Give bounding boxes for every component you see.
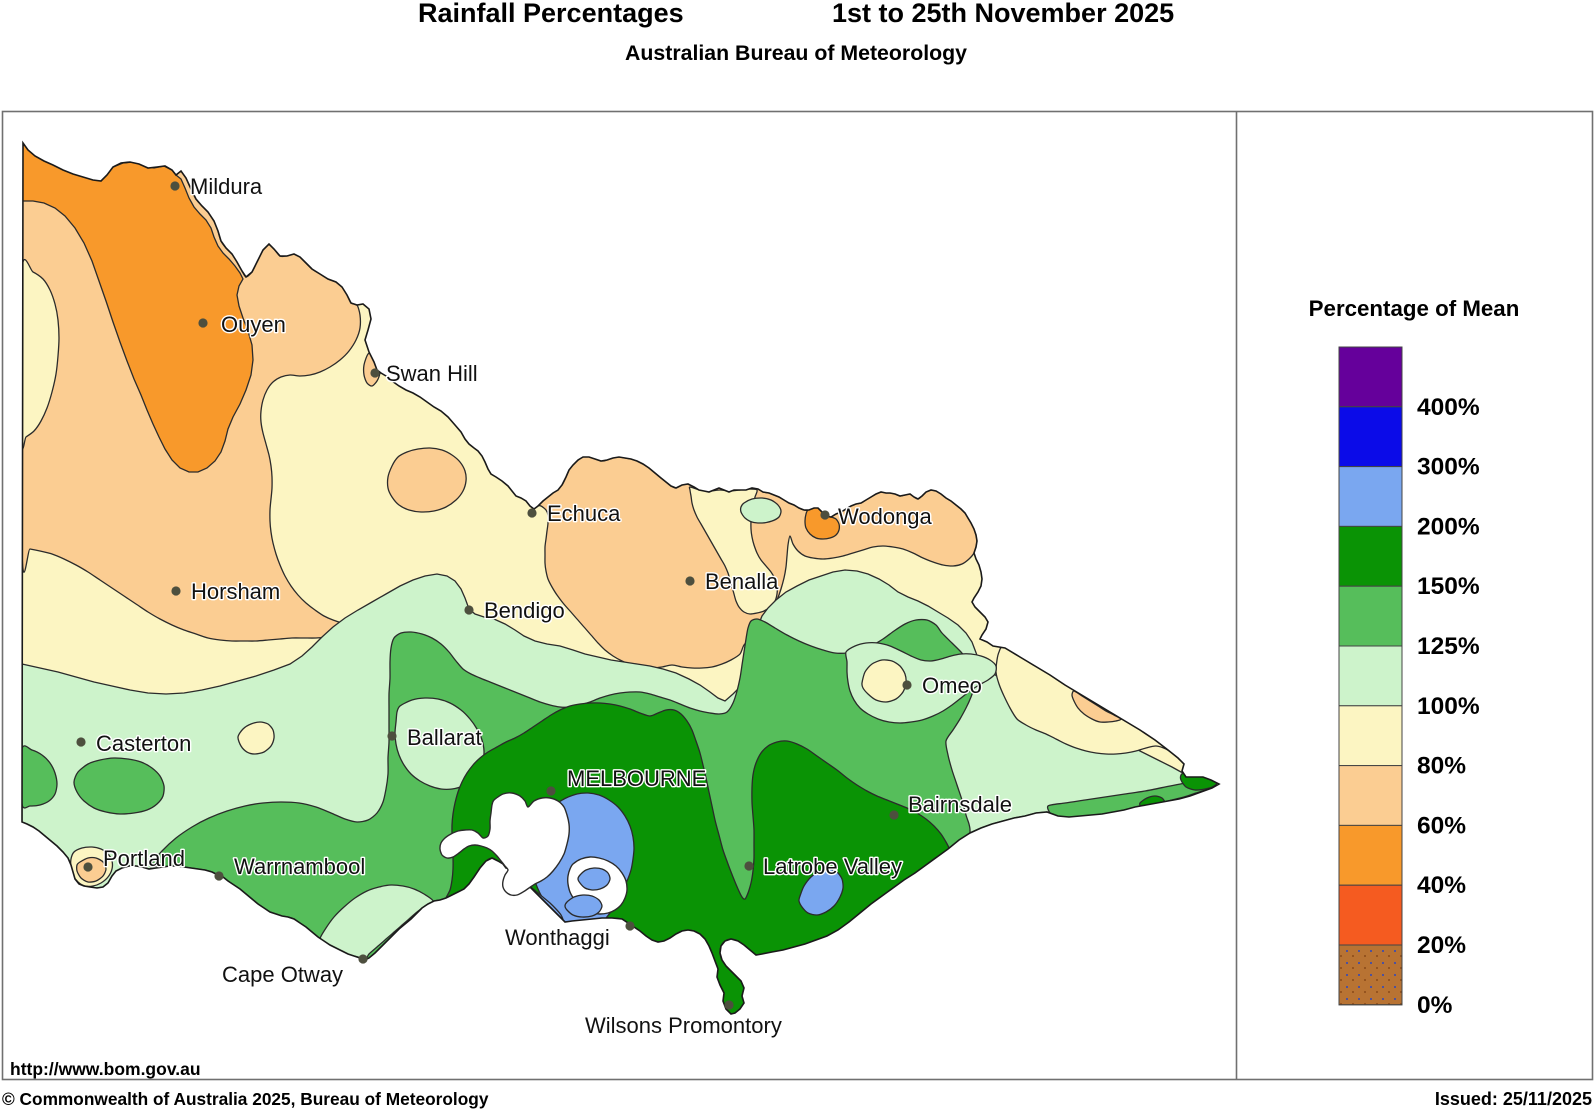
svg-text:Echuca: Echuca <box>547 501 621 526</box>
svg-text:Bairnsdale: Bairnsdale <box>908 792 1012 817</box>
svg-text:300%: 300% <box>1417 454 1480 481</box>
svg-text:Latrobe Valley: Latrobe Valley <box>763 854 902 879</box>
svg-text:Horsham: Horsham <box>191 579 280 604</box>
svg-text:Wodonga: Wodonga <box>838 504 933 529</box>
svg-text:Portland: Portland <box>103 846 185 871</box>
svg-text:Ballarat: Ballarat <box>407 725 482 750</box>
svg-text:400%: 400% <box>1417 394 1480 421</box>
svg-text:100%: 100% <box>1417 693 1480 720</box>
svg-text:Benalla: Benalla <box>705 569 779 594</box>
svg-text:Percentage of Mean: Percentage of Mean <box>1309 296 1520 321</box>
svg-text:60%: 60% <box>1417 812 1466 839</box>
svg-text:200%: 200% <box>1417 513 1480 540</box>
svg-text:20%: 20% <box>1417 932 1466 959</box>
svg-text:Warrnambool: Warrnambool <box>234 854 365 879</box>
svg-text:Mildura: Mildura <box>190 174 263 199</box>
svg-text:40%: 40% <box>1417 872 1466 899</box>
svg-text:Cape Otway: Cape Otway <box>222 962 343 987</box>
svg-text:Swan Hill: Swan Hill <box>386 361 478 386</box>
svg-text:Omeo: Omeo <box>922 673 982 698</box>
svg-text:MELBOURNE: MELBOURNE <box>567 766 706 791</box>
svg-text:Wonthaggi: Wonthaggi <box>505 925 610 950</box>
svg-text:Wilsons Promontory: Wilsons Promontory <box>585 1013 782 1038</box>
svg-text:125%: 125% <box>1417 633 1480 660</box>
svg-text:Casterton: Casterton <box>96 731 191 756</box>
svg-text:0%: 0% <box>1417 992 1453 1019</box>
svg-text:Bendigo: Bendigo <box>484 598 565 623</box>
svg-text:150%: 150% <box>1417 573 1480 600</box>
svg-text:80%: 80% <box>1417 753 1466 780</box>
svg-text:Ouyen: Ouyen <box>221 312 286 337</box>
